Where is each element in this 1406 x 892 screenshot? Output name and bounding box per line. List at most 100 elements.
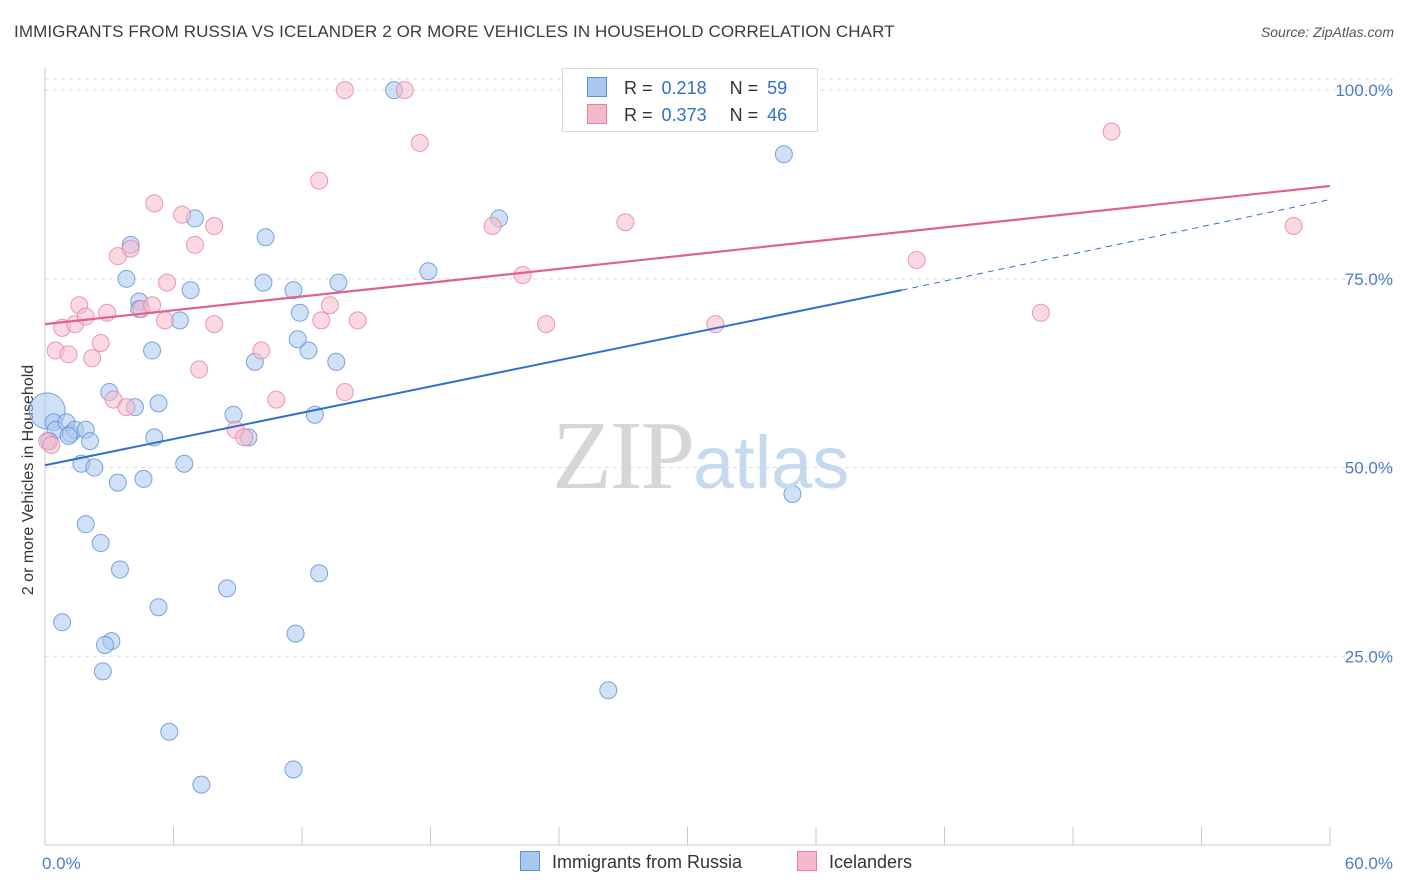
y-tick-label: 25.0% xyxy=(1345,647,1393,666)
data-point xyxy=(290,303,309,322)
data-point xyxy=(91,333,110,352)
data-point xyxy=(483,216,502,235)
data-point xyxy=(134,469,153,488)
data-point xyxy=(108,473,127,492)
data-point xyxy=(190,360,209,379)
data-point xyxy=(76,307,95,326)
data-point xyxy=(599,681,618,700)
data-point xyxy=(252,341,271,360)
data-point xyxy=(774,145,793,164)
data-point xyxy=(149,394,168,413)
data-point xyxy=(93,662,112,681)
data-point xyxy=(1102,122,1121,141)
data-point xyxy=(256,228,275,247)
data-point xyxy=(310,171,329,190)
legend-russia-n-value: 59 xyxy=(767,78,788,98)
data-point xyxy=(320,296,339,315)
data-point xyxy=(143,296,162,315)
legend-row-russia: R = 0.218 N = 59 xyxy=(587,77,787,99)
watermark-atlas: atlas xyxy=(693,421,850,504)
data-point xyxy=(143,341,162,360)
data-point xyxy=(513,266,532,285)
data-point xyxy=(76,515,95,534)
data-point xyxy=(286,624,305,643)
series-swatch-iceland xyxy=(797,851,817,871)
trend-line-russia xyxy=(44,289,902,467)
data-point xyxy=(310,564,329,583)
legend-iceland-n-value: 46 xyxy=(767,105,788,125)
data-point xyxy=(91,534,110,553)
data-point xyxy=(327,352,346,371)
data-point xyxy=(53,613,72,632)
legend-russia-r-value: 0.218 xyxy=(661,78,707,98)
data-point xyxy=(254,273,273,292)
data-point xyxy=(83,349,102,368)
correlation-legend: R = 0.218 N = 59 R = 0.373 N = 46 xyxy=(562,68,818,132)
x-tick-label: 0.0% xyxy=(42,854,81,873)
data-point xyxy=(616,213,635,232)
data-point xyxy=(1284,216,1303,235)
data-point xyxy=(117,269,136,288)
legend-russia-n-label: N = xyxy=(729,78,759,98)
chart-title: IMMIGRANTS FROM RUSSIA VS ICELANDER 2 OR… xyxy=(14,22,895,41)
data-point xyxy=(335,383,354,402)
data-point xyxy=(145,194,164,213)
data-point xyxy=(170,311,189,330)
data-point xyxy=(410,133,429,152)
data-point xyxy=(80,432,99,451)
legend-swatch-russia xyxy=(587,77,607,97)
data-point xyxy=(235,428,254,447)
series-name-russia: Immigrants from Russia xyxy=(552,852,743,872)
data-point xyxy=(175,454,194,473)
x-tick-label: 60.0% xyxy=(1345,854,1393,873)
data-point xyxy=(299,341,318,360)
data-point xyxy=(110,560,129,579)
data-point xyxy=(1031,303,1050,322)
data-point xyxy=(149,598,168,617)
data-point xyxy=(419,262,438,281)
trend-line-iceland xyxy=(44,184,1331,326)
data-point xyxy=(173,205,192,224)
y-tick-label: 50.0% xyxy=(1345,459,1393,478)
data-point xyxy=(117,398,136,417)
data-point xyxy=(205,315,224,334)
data-point xyxy=(312,311,331,330)
data-point xyxy=(907,250,926,269)
legend-russia-r-label: R = xyxy=(624,78,653,98)
data-point xyxy=(181,281,200,300)
data-point xyxy=(158,273,177,292)
series-name-iceland: Icelanders xyxy=(829,852,913,872)
data-point xyxy=(348,311,367,330)
data-point xyxy=(537,315,556,334)
source-label: Source: ZipAtlas.com xyxy=(1260,24,1394,40)
y-tick-label: 75.0% xyxy=(1345,270,1393,289)
data-point xyxy=(205,216,224,235)
data-point xyxy=(267,390,286,409)
y-tick-label: 100.0% xyxy=(1335,81,1393,100)
watermark: ZIPatlas xyxy=(552,398,849,512)
series-legend-russia: Immigrants from Russia xyxy=(520,851,742,873)
data-point xyxy=(85,458,104,477)
watermark-zip: ZIP xyxy=(552,402,695,510)
data-point xyxy=(42,435,61,454)
data-point xyxy=(185,235,204,254)
data-point xyxy=(224,405,243,424)
data-point xyxy=(329,273,348,292)
series-legend-iceland: Icelanders xyxy=(797,851,912,873)
legend-iceland-r-label: R = xyxy=(624,105,653,125)
data-point xyxy=(160,722,179,741)
data-point xyxy=(783,484,802,503)
data-point xyxy=(395,81,414,100)
data-point xyxy=(284,281,303,300)
legend-swatch-iceland xyxy=(587,104,607,124)
data-point xyxy=(59,345,78,364)
legend-iceland-r-value: 0.373 xyxy=(661,105,707,125)
data-point xyxy=(192,775,211,794)
legend-iceland-n-label: N = xyxy=(729,105,759,125)
data-point xyxy=(218,579,237,598)
legend-row-iceland: R = 0.373 N = 46 xyxy=(587,104,787,126)
data-point xyxy=(59,426,78,445)
data-point xyxy=(288,330,307,349)
series-swatch-russia xyxy=(520,851,540,871)
